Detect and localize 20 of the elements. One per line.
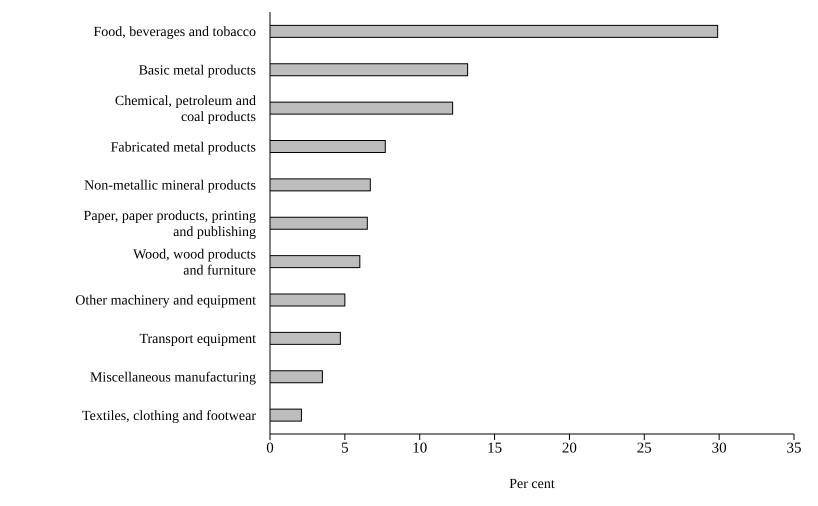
y-tick-label: Transport equipment <box>139 332 256 348</box>
y-tick-label: Paper, paper products, printing and publishing <box>84 209 256 240</box>
y-tick-label: Non-metallic mineral products <box>84 178 256 194</box>
x-tick-label: 35 <box>786 440 802 457</box>
y-tick-label: Chemical, petroleum and coal products <box>114 94 256 125</box>
y-tick-label: Basic metal products <box>138 64 256 79</box>
y-tick-label: Fabricated metal products <box>110 140 256 156</box>
y-tick-label: Other machinery and equipment <box>75 294 256 309</box>
x-tick-label: 5 <box>341 440 349 457</box>
x-tick-label: 25 <box>636 440 652 457</box>
y-tick-label: Wood, wood products and furniture <box>133 247 256 278</box>
x-tick-label: 0 <box>266 440 274 457</box>
y-tick-label: Textiles, clothing and footwear <box>82 408 256 424</box>
y-tick-label: Food, beverages and tobacco <box>94 25 256 40</box>
y-tick-label: Miscellaneous manufacturing <box>90 370 256 386</box>
x-tick-label: 10 <box>412 440 428 457</box>
x-tick-label: 20 <box>562 440 577 457</box>
x-axis-title: Per cent <box>509 477 555 492</box>
x-tick-label: 15 <box>487 440 502 457</box>
x-tick-label: 30 <box>712 440 727 457</box>
